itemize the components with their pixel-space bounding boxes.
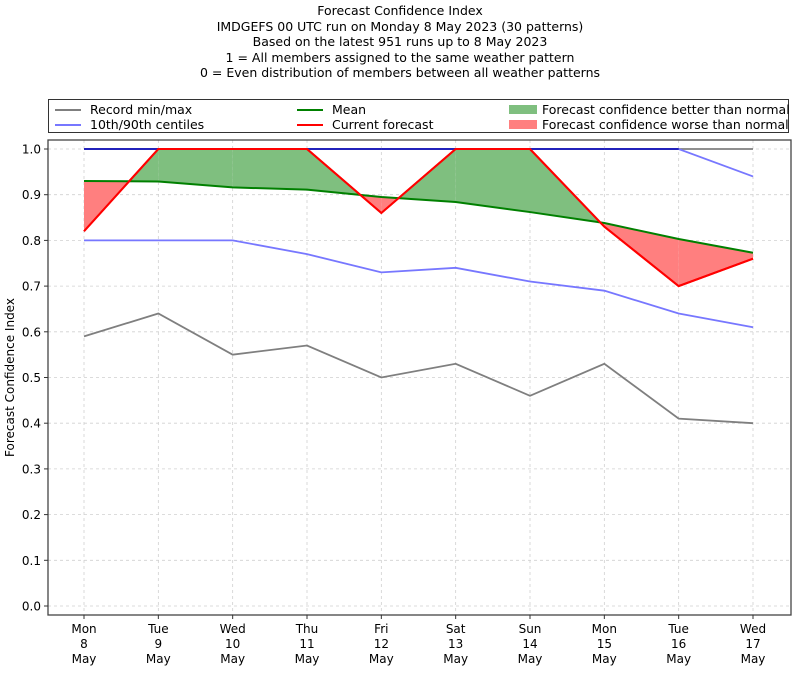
- x-tick-label: 13: [448, 637, 463, 651]
- series-line-10th-centile: [84, 239, 754, 329]
- legend-item-better: Forecast confidence better than normal: [509, 102, 790, 117]
- x-tick-label: 8: [80, 637, 88, 651]
- x-tick-label: Tue: [667, 622, 689, 636]
- x-tick-label: 14: [522, 637, 537, 651]
- y-tick-label: 0.4: [22, 417, 41, 431]
- y-tick-label: 0.3: [22, 462, 41, 476]
- y-tick-label: 0.2: [22, 508, 41, 522]
- x-tick-label: 11: [299, 637, 314, 651]
- legend-swatch-current: [297, 123, 323, 126]
- x-tick-label: 12: [374, 637, 389, 651]
- title-line-4: 1 = All members assigned to the same wea…: [225, 49, 575, 65]
- series-line-mean: [83, 179, 754, 254]
- y-tick-label: 0.0: [22, 600, 41, 614]
- x-tick-label: 16: [671, 637, 686, 651]
- x-tick-label: Mon: [71, 622, 96, 636]
- fill-better-than-normal: [232, 149, 307, 190]
- legend-swatch-better: [509, 105, 537, 114]
- x-tick-label: May: [295, 652, 320, 666]
- legend: Record min/max 10th/90th centiles Mean C…: [48, 99, 790, 133]
- legend-label-better: Forecast confidence better than normal: [542, 102, 790, 117]
- x-tick-label: 15: [597, 637, 612, 651]
- y-tick-label: 0.6: [22, 325, 41, 339]
- chart-title: Forecast Confidence Index IMDGEFS 00 UTC…: [0, 3, 800, 81]
- series-line-current-forecast-top: [83, 148, 754, 288]
- y-tick-label: 0.5: [22, 371, 41, 385]
- legend-swatch-centiles: [55, 123, 81, 126]
- legend-label-mean: Mean: [332, 102, 367, 117]
- x-tick-label: Sun: [519, 622, 542, 636]
- title-line-3: Based on the latest 951 runs up to 8 May…: [252, 34, 548, 50]
- y-tick-label: 0.8: [22, 234, 41, 248]
- x-tick-label: 17: [745, 637, 760, 651]
- legend-item-current: Current forecast: [297, 117, 433, 132]
- x-tick-label: Sat: [446, 622, 466, 636]
- x-tick-label: Wed: [740, 622, 766, 636]
- legend-item-worse: Forecast confidence worse than normal: [509, 117, 789, 132]
- title-line-5: 0 = Even distribution of members between…: [199, 65, 601, 81]
- x-tick-label: May: [443, 652, 468, 666]
- y-axis: 0.0 0.1 0.2 0.3 0.4 0.5 0.6 0.7 0.8 0.9 1.0: [22, 143, 48, 614]
- x-tick-label: May: [369, 652, 394, 666]
- x-tick-label: 9: [155, 637, 163, 651]
- title-line-1: Forecast Confidence Index: [317, 3, 483, 18]
- legend-swatch-record: [55, 108, 81, 111]
- x-tick-label: May: [146, 652, 171, 666]
- legend-label-centiles: 10th/90th centiles: [90, 117, 205, 132]
- legend-label-current: Current forecast: [332, 117, 434, 132]
- x-tick-label: Tue: [147, 622, 169, 636]
- x-tick-label: Thu: [295, 622, 319, 636]
- title-line-2: IMDGEFS 00 UTC run on Monday 8 May 2023 …: [216, 18, 584, 34]
- x-tick-label: May: [220, 652, 245, 666]
- y-tick-label: 0.9: [22, 188, 41, 202]
- x-tick-label: 10: [225, 637, 240, 651]
- y-axis-label: Forecast Confidence Index: [3, 298, 17, 457]
- legend-item-record: Record min/max: [55, 102, 192, 117]
- x-axis: Mon8MayTue9MayWed10MayThu11MayFri12MaySa…: [71, 615, 766, 666]
- legend-label-worse: Forecast confidence worse than normal: [542, 117, 789, 132]
- fill-better-than-normal: [158, 149, 233, 188]
- y-tick-label: 0.1: [22, 554, 41, 568]
- legend-item-centiles: 10th/90th centiles: [55, 117, 204, 132]
- legend-label-record: Record min/max: [90, 102, 193, 117]
- x-tick-label: May: [72, 652, 97, 666]
- x-tick-label: Mon: [592, 622, 617, 636]
- grid: [48, 140, 791, 615]
- x-tick-label: Fri: [374, 622, 388, 636]
- fill-worse-than-normal: [678, 239, 753, 287]
- legend-item-mean: Mean: [297, 102, 366, 117]
- legend-swatch-worse: [509, 120, 537, 129]
- x-tick-label: May: [666, 652, 691, 666]
- x-tick-label: May: [741, 652, 766, 666]
- y-tick-label: 1.0: [22, 143, 41, 157]
- x-tick-label: Wed: [220, 622, 246, 636]
- y-tick-label: 0.7: [22, 280, 41, 294]
- series-lines: [83, 148, 754, 425]
- x-tick-label: May: [592, 652, 617, 666]
- x-tick-label: May: [518, 652, 543, 666]
- legend-swatch-mean: [297, 108, 323, 111]
- series-line-record-min: [83, 312, 754, 425]
- fill-better-than-normal: [455, 149, 530, 213]
